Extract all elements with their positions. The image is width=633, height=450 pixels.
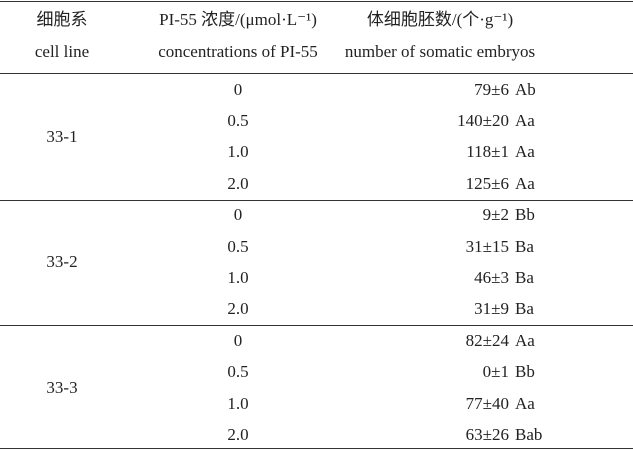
count: 46±3 [474,267,509,287]
grade: Aa [515,173,535,193]
count: 9±2 [482,205,509,225]
header-cell: 体细胞胚数/(个·g⁻¹) [366,10,514,29]
top-rule [0,1,633,2]
group-rule [0,199,633,201]
header-rule [0,73,633,74]
grade: Bab [515,424,543,444]
count: 63±26 [465,424,509,444]
concentration: 0 [233,79,243,99]
count: 31±15 [465,236,509,256]
grade: Aa [515,142,535,162]
grade: Ba [515,236,534,256]
header-cell: number of somatic embryos [344,42,536,61]
cell-line: 33-2 [46,252,78,272]
grade: Aa [515,330,535,350]
cell-line: 33-3 [46,378,78,397]
count: 82±24 [465,330,509,350]
count: 31±9 [474,299,509,319]
grade: Ab [515,79,536,99]
grade: Aa [515,110,535,130]
concentration: 2.0 [227,424,249,444]
count: 140±20 [457,110,509,130]
group-rule [0,325,633,327]
count: 77±40 [465,393,509,413]
grade: Aa [515,393,535,413]
concentration: 2.0 [227,299,249,319]
grade: Bb [515,205,535,225]
header-cell: PI-55 浓度/(μmol·L⁻¹) [159,10,317,29]
concentration: 0.5 [227,236,249,256]
cell-line: 33-1 [46,126,78,146]
grade: Ba [515,267,534,287]
concentration: 0.5 [227,362,249,382]
header-cell: cell line [34,42,90,61]
concentration: 0 [233,205,243,225]
grade: Bb [515,362,535,382]
bottom-rule [0,448,633,449]
count: 79±6 [474,79,509,99]
concentration: 0.5 [227,110,249,130]
count: 118±1 [466,142,509,162]
concentration: 1.0 [227,142,249,162]
count: 125±6 [465,173,509,193]
concentration: 1.0 [227,267,249,287]
grade: Ba [515,299,534,319]
count: 0±1 [482,362,509,382]
concentration: 0 [233,330,243,350]
header-cell: 细胞系 [36,10,88,29]
concentration: 1.0 [227,393,249,413]
concentration: 2.0 [227,173,249,193]
header-cell: concentrations of PI-55 [158,42,318,61]
